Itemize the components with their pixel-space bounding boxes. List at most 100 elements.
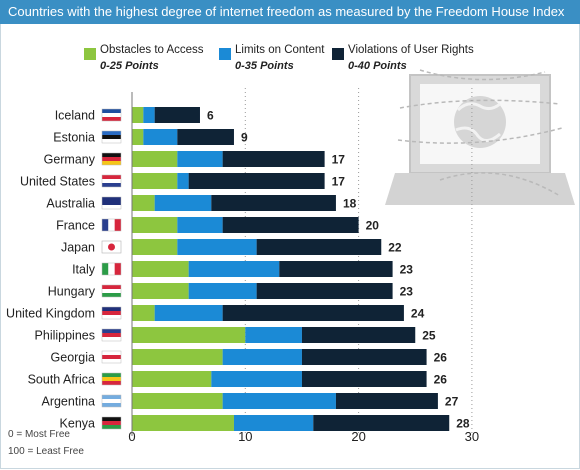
bar-segment <box>177 129 234 145</box>
flag-icon <box>101 262 122 276</box>
flag-border <box>101 262 122 276</box>
total-label: 22 <box>388 241 402 255</box>
flag-disc <box>108 243 115 251</box>
country-label: Germany <box>44 153 96 167</box>
total-label: 24 <box>411 307 425 321</box>
total-label: 26 <box>434 373 448 387</box>
total-label: 23 <box>400 263 414 277</box>
flag-icon <box>101 284 122 298</box>
flag-icon <box>101 174 122 188</box>
flag-stripe <box>102 205 121 209</box>
globe-continents <box>455 102 501 142</box>
x-tick-label: 20 <box>351 429 365 444</box>
flag-icon <box>101 328 122 342</box>
flag-stripe <box>102 355 121 359</box>
flag-stripe <box>102 285 121 289</box>
bar-segment <box>222 305 404 321</box>
legend-range-content: 0-35 Points <box>235 60 294 72</box>
flag-stripe <box>102 333 121 337</box>
bar-segment <box>132 151 178 167</box>
flag-border <box>101 218 122 232</box>
laptop-base <box>385 173 575 205</box>
flag-border <box>101 306 122 320</box>
legend-label-access: Obstacles to Access <box>100 44 204 56</box>
bar-segment <box>233 415 314 431</box>
total-label: 9 <box>241 131 248 145</box>
bar-segment <box>132 261 189 277</box>
flag-stripe <box>102 377 121 381</box>
bar-segment <box>222 349 302 365</box>
bar-segment <box>154 195 212 211</box>
bar-segment <box>132 173 178 189</box>
flag-border <box>101 350 122 364</box>
flag-icon <box>101 350 122 364</box>
bar-segment <box>132 349 223 365</box>
country-label: Iceland <box>55 109 95 123</box>
flag-icon <box>101 416 122 430</box>
legend-label-content: Limits on Content <box>235 44 325 56</box>
total-label: 17 <box>332 175 346 189</box>
flag-stripe <box>102 351 121 355</box>
country-label: Philippines <box>35 329 95 343</box>
flag-stripe <box>102 381 121 385</box>
laptop-illustration <box>385 69 575 205</box>
flag-stripe <box>102 293 121 297</box>
country-label: Georgia <box>51 351 96 365</box>
flag-icon <box>101 240 122 254</box>
country-label: Australia <box>46 197 95 211</box>
bar-segment <box>177 173 189 189</box>
flag-icon <box>101 306 122 320</box>
bar-segment <box>132 393 223 409</box>
flag-stripe <box>102 109 121 113</box>
bar-segment <box>177 239 257 255</box>
flag-stripe <box>114 263 121 275</box>
flag-icon <box>101 152 122 166</box>
x-tick-label: 10 <box>238 429 252 444</box>
bar-segment <box>132 129 144 145</box>
bar-segment <box>222 393 336 409</box>
total-label: 18 <box>343 197 357 211</box>
flag-stripe <box>108 263 115 275</box>
bar-segment <box>211 195 336 211</box>
legend-swatch-access <box>84 48 96 60</box>
flag-stripe <box>102 153 121 157</box>
bar-segment <box>143 129 178 145</box>
flag-stripe <box>102 179 121 183</box>
flag-stripe <box>102 263 109 275</box>
bar-segment <box>132 283 189 299</box>
bar-segment <box>222 151 325 167</box>
total-label: 23 <box>400 285 414 299</box>
flag-stripe <box>102 311 121 315</box>
country-label: South Africa <box>28 373 95 387</box>
flag-icon <box>101 108 122 122</box>
bar-segment <box>132 371 212 387</box>
flag-stripe <box>102 425 121 429</box>
flag-stripe <box>102 337 121 341</box>
flag-icon <box>101 196 122 210</box>
flag-stripe <box>102 307 121 311</box>
bar-segment <box>132 327 246 343</box>
country-label: Kenya <box>60 417 95 431</box>
country-label: France <box>56 219 95 233</box>
bar-segment <box>335 393 438 409</box>
flag-border <box>101 108 122 122</box>
bar-segment <box>143 107 155 123</box>
total-label: 17 <box>332 153 346 167</box>
flag-stripe <box>102 175 121 179</box>
bar-segment <box>177 217 223 233</box>
flag-stripe <box>102 197 121 201</box>
flag-stripe <box>102 201 121 205</box>
bar-segment <box>256 239 382 255</box>
bar-segment <box>188 283 257 299</box>
x-tick-label: 30 <box>465 429 479 444</box>
flag-icon <box>101 372 122 386</box>
chart-title: Countries with the highest degree of int… <box>0 0 580 24</box>
bar-segment <box>256 283 393 299</box>
total-label: 28 <box>456 417 470 431</box>
bar-segment <box>132 107 144 123</box>
country-label: Italy <box>72 263 96 277</box>
flag-stripe <box>102 329 121 333</box>
flag-stripe <box>102 359 121 363</box>
legend-swatch-content <box>219 48 231 60</box>
flag-stripe <box>102 395 121 399</box>
